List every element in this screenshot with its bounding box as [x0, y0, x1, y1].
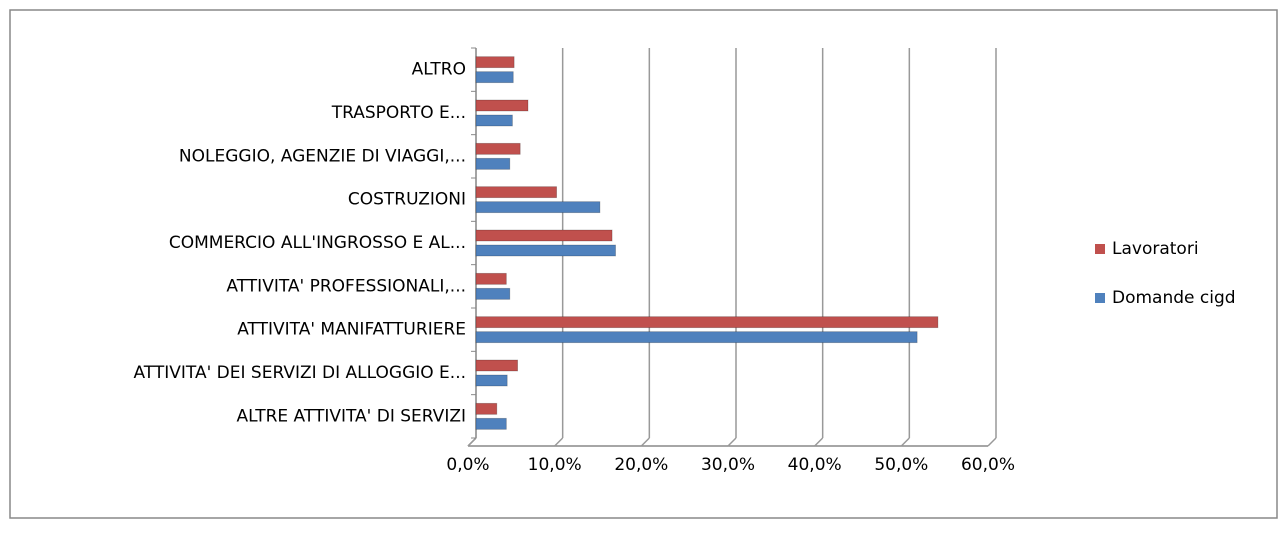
y-tick-label: COMMERCIO ALL'INGROSSO E AL...: [169, 233, 466, 253]
legend-swatch: [1095, 293, 1105, 303]
grid-line: [900, 437, 910, 447]
y-tick-label: COSTRUZIONI: [348, 190, 466, 210]
y-tick-label: TRASPORTO E...: [331, 103, 466, 123]
bar: [475, 374, 508, 387]
legend-label: Lavoratori: [1112, 239, 1199, 259]
bar: [475, 331, 918, 344]
bar: [475, 157, 511, 170]
bar: [475, 417, 507, 430]
bar: [475, 272, 507, 285]
legend-label: Domande cigd: [1112, 288, 1236, 308]
grid-line: [640, 437, 650, 447]
legend-swatch: [1095, 244, 1105, 254]
bar: [475, 359, 518, 372]
bar: [475, 99, 529, 112]
bar: [475, 114, 513, 127]
bar: [475, 316, 939, 329]
y-tick-label: ATTIVITA' MANIFATTURIERE: [237, 320, 466, 340]
bar: [475, 244, 616, 257]
x-tick-label: 30,0%: [701, 455, 755, 475]
y-tick-label: ALTRE ATTIVITA' DI SERVIZI: [236, 406, 466, 426]
chart-border: [9, 9, 1278, 519]
x-tick-label: 10,0%: [528, 455, 582, 475]
grid-line: [467, 437, 477, 447]
grid-line: [727, 437, 737, 447]
bar: [475, 71, 514, 84]
x-tick-label: 60,0%: [961, 455, 1015, 475]
x-tick-label: 20,0%: [614, 455, 668, 475]
x-tick-label: 40,0%: [788, 455, 842, 475]
bar: [475, 402, 498, 415]
bar: [475, 56, 515, 69]
bar: [475, 186, 557, 199]
x-tick-label: 0,0%: [446, 455, 489, 475]
y-tick-label: ATTIVITA' PROFESSIONALI,...: [226, 276, 466, 296]
grid-line: [554, 437, 564, 447]
bar: [475, 287, 511, 300]
bar: [475, 201, 601, 214]
y-tick-label: NOLEGGIO, AGENZIE DI VIAGGI,...: [179, 146, 466, 166]
bar: [475, 229, 613, 242]
bar: [475, 142, 521, 155]
x-tick-label: 50,0%: [874, 455, 928, 475]
y-tick-label: ATTIVITA' DEI SERVIZI DI ALLOGGIO E...: [133, 363, 466, 383]
y-tick-label: ALTRO: [412, 60, 466, 80]
grid-line: [814, 437, 824, 447]
grid-line: [987, 437, 997, 447]
